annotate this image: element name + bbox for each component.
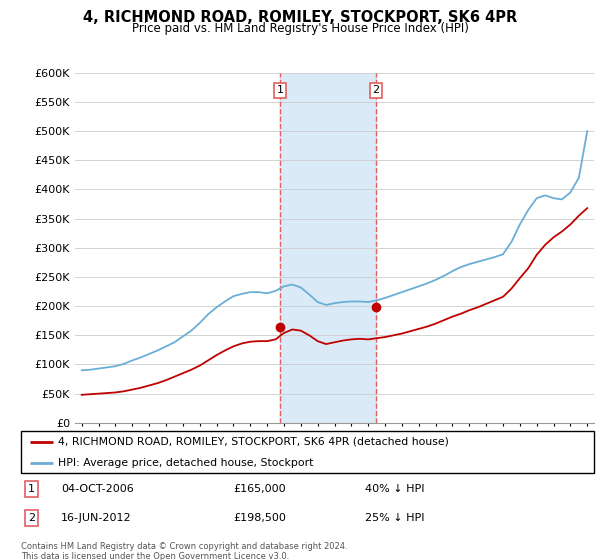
Text: 1: 1 (277, 85, 283, 95)
Text: 16-JUN-2012: 16-JUN-2012 (61, 514, 132, 524)
Text: Contains HM Land Registry data © Crown copyright and database right 2024.
This d: Contains HM Land Registry data © Crown c… (21, 542, 347, 560)
Text: 2: 2 (373, 85, 380, 95)
Text: 04-OCT-2006: 04-OCT-2006 (61, 484, 134, 494)
Text: £165,000: £165,000 (233, 484, 286, 494)
Text: 2: 2 (28, 514, 35, 524)
Text: 4, RICHMOND ROAD, ROMILEY, STOCKPORT, SK6 4PR (detached house): 4, RICHMOND ROAD, ROMILEY, STOCKPORT, SK… (58, 437, 449, 447)
Text: 25% ↓ HPI: 25% ↓ HPI (365, 514, 424, 524)
Bar (280, 73, 376, 423)
Text: 40% ↓ HPI: 40% ↓ HPI (365, 484, 424, 494)
Text: 4, RICHMOND ROAD, ROMILEY, STOCKPORT, SK6 4PR: 4, RICHMOND ROAD, ROMILEY, STOCKPORT, SK… (83, 10, 517, 25)
FancyBboxPatch shape (21, 431, 594, 473)
Text: £198,500: £198,500 (233, 514, 286, 524)
Text: HPI: Average price, detached house, Stockport: HPI: Average price, detached house, Stoc… (58, 458, 314, 468)
Text: Price paid vs. HM Land Registry's House Price Index (HPI): Price paid vs. HM Land Registry's House … (131, 22, 469, 35)
Text: 1: 1 (28, 484, 35, 494)
